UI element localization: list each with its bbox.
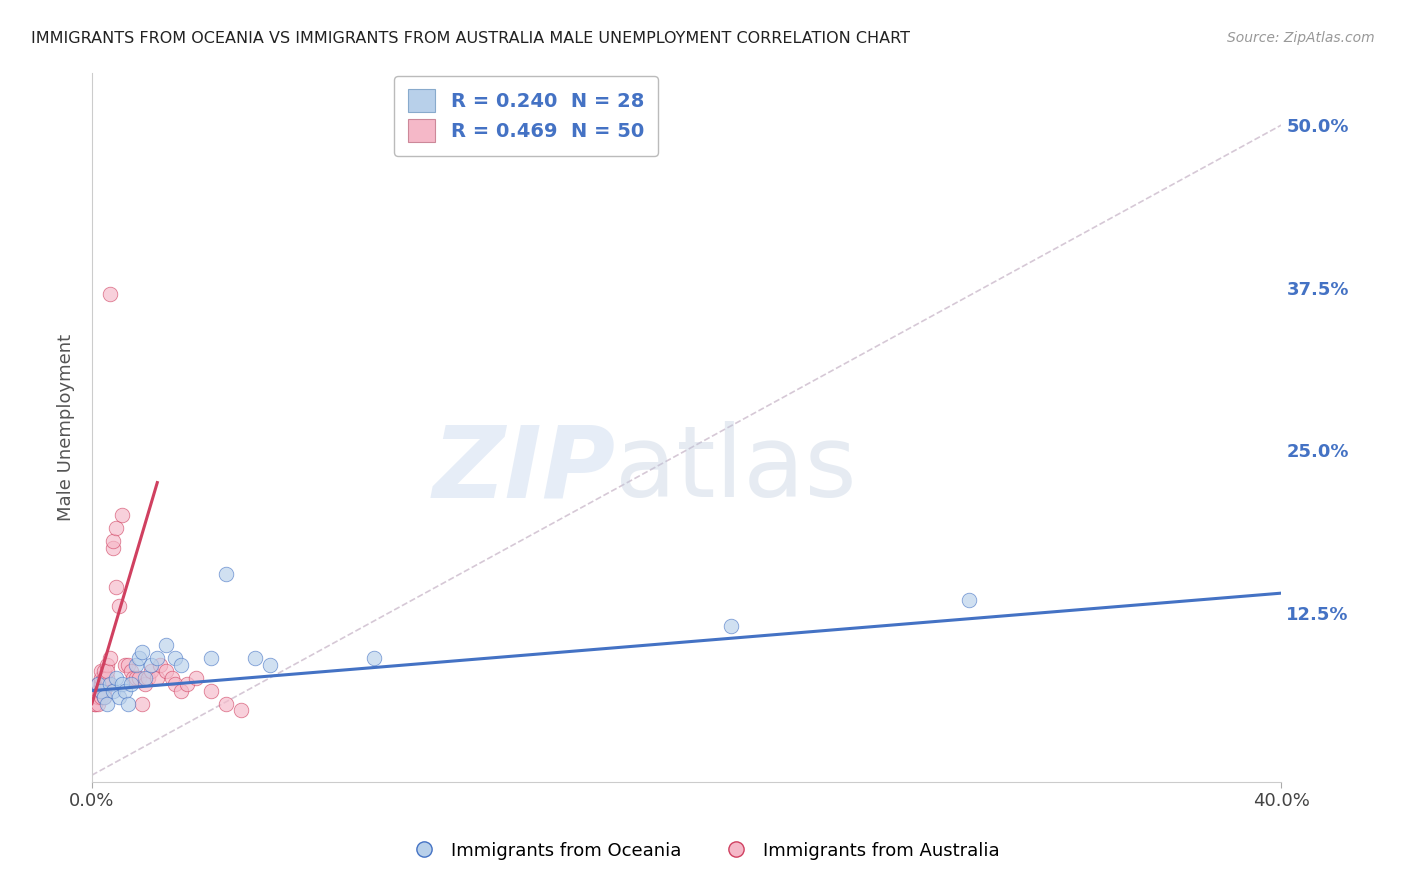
Point	[170, 657, 193, 672]
Point	[114, 657, 136, 672]
Point	[93, 664, 115, 678]
Point	[93, 690, 115, 705]
Point	[141, 657, 163, 672]
Text: Source: ZipAtlas.com: Source: ZipAtlas.com	[1227, 31, 1375, 45]
Point	[149, 657, 172, 672]
Point	[90, 683, 112, 698]
Point	[90, 664, 112, 678]
Point	[128, 671, 150, 685]
Point	[96, 697, 118, 711]
Point	[107, 599, 129, 614]
Point	[90, 677, 112, 691]
Point	[200, 651, 222, 665]
Point	[120, 664, 142, 678]
Point	[155, 638, 177, 652]
Point	[96, 677, 118, 691]
Point	[125, 671, 148, 685]
Text: atlas: atlas	[616, 421, 856, 518]
Point	[104, 671, 127, 685]
Point	[128, 651, 150, 665]
Point	[200, 683, 222, 698]
Point	[110, 677, 132, 691]
Point	[101, 534, 124, 549]
Point	[117, 697, 139, 711]
Y-axis label: Male Unemployment: Male Unemployment	[58, 334, 75, 521]
Point	[120, 677, 142, 691]
Point	[134, 677, 156, 691]
Point	[146, 651, 169, 665]
Point	[93, 677, 115, 691]
Point	[87, 697, 110, 711]
Point	[720, 618, 742, 632]
Point	[90, 671, 112, 685]
Point	[114, 683, 136, 698]
Point	[215, 697, 238, 711]
Point	[93, 690, 115, 705]
Point	[98, 651, 121, 665]
Point	[957, 592, 980, 607]
Point	[134, 671, 156, 685]
Text: IMMIGRANTS FROM OCEANIA VS IMMIGRANTS FROM AUSTRALIA MALE UNEMPLOYMENT CORRELATI: IMMIGRANTS FROM OCEANIA VS IMMIGRANTS FR…	[31, 31, 910, 46]
Point	[215, 566, 238, 581]
Point	[165, 651, 187, 665]
Point	[259, 657, 281, 672]
Point	[131, 697, 153, 711]
Point	[184, 671, 207, 685]
Point	[229, 703, 252, 717]
Point	[122, 671, 145, 685]
Point	[93, 683, 115, 698]
Point	[160, 671, 183, 685]
Point	[98, 677, 121, 691]
Point	[101, 683, 124, 698]
Point	[363, 651, 385, 665]
Text: ZIP: ZIP	[432, 421, 616, 518]
Point	[87, 677, 110, 691]
Point	[141, 664, 163, 678]
Point	[93, 671, 115, 685]
Point	[117, 657, 139, 672]
Point	[138, 671, 160, 685]
Point	[245, 651, 267, 665]
Point	[98, 287, 121, 301]
Point	[101, 541, 124, 555]
Point	[87, 677, 110, 691]
Legend: R = 0.240  N = 28, R = 0.469  N = 50: R = 0.240 N = 28, R = 0.469 N = 50	[394, 76, 658, 155]
Point	[170, 683, 193, 698]
Point	[96, 664, 118, 678]
Point	[165, 677, 187, 691]
Point	[155, 664, 177, 678]
Point	[107, 690, 129, 705]
Point	[90, 683, 112, 698]
Point	[104, 580, 127, 594]
Point	[87, 683, 110, 698]
Point	[83, 697, 105, 711]
Point	[104, 521, 127, 535]
Point	[87, 690, 110, 705]
Legend: Immigrants from Oceania, Immigrants from Australia: Immigrants from Oceania, Immigrants from…	[399, 835, 1007, 867]
Point	[83, 697, 105, 711]
Point	[146, 671, 169, 685]
Point	[96, 657, 118, 672]
Point	[125, 657, 148, 672]
Point	[110, 508, 132, 522]
Point	[96, 671, 118, 685]
Point	[131, 645, 153, 659]
Point	[90, 683, 112, 698]
Point	[176, 677, 198, 691]
Point	[90, 690, 112, 705]
